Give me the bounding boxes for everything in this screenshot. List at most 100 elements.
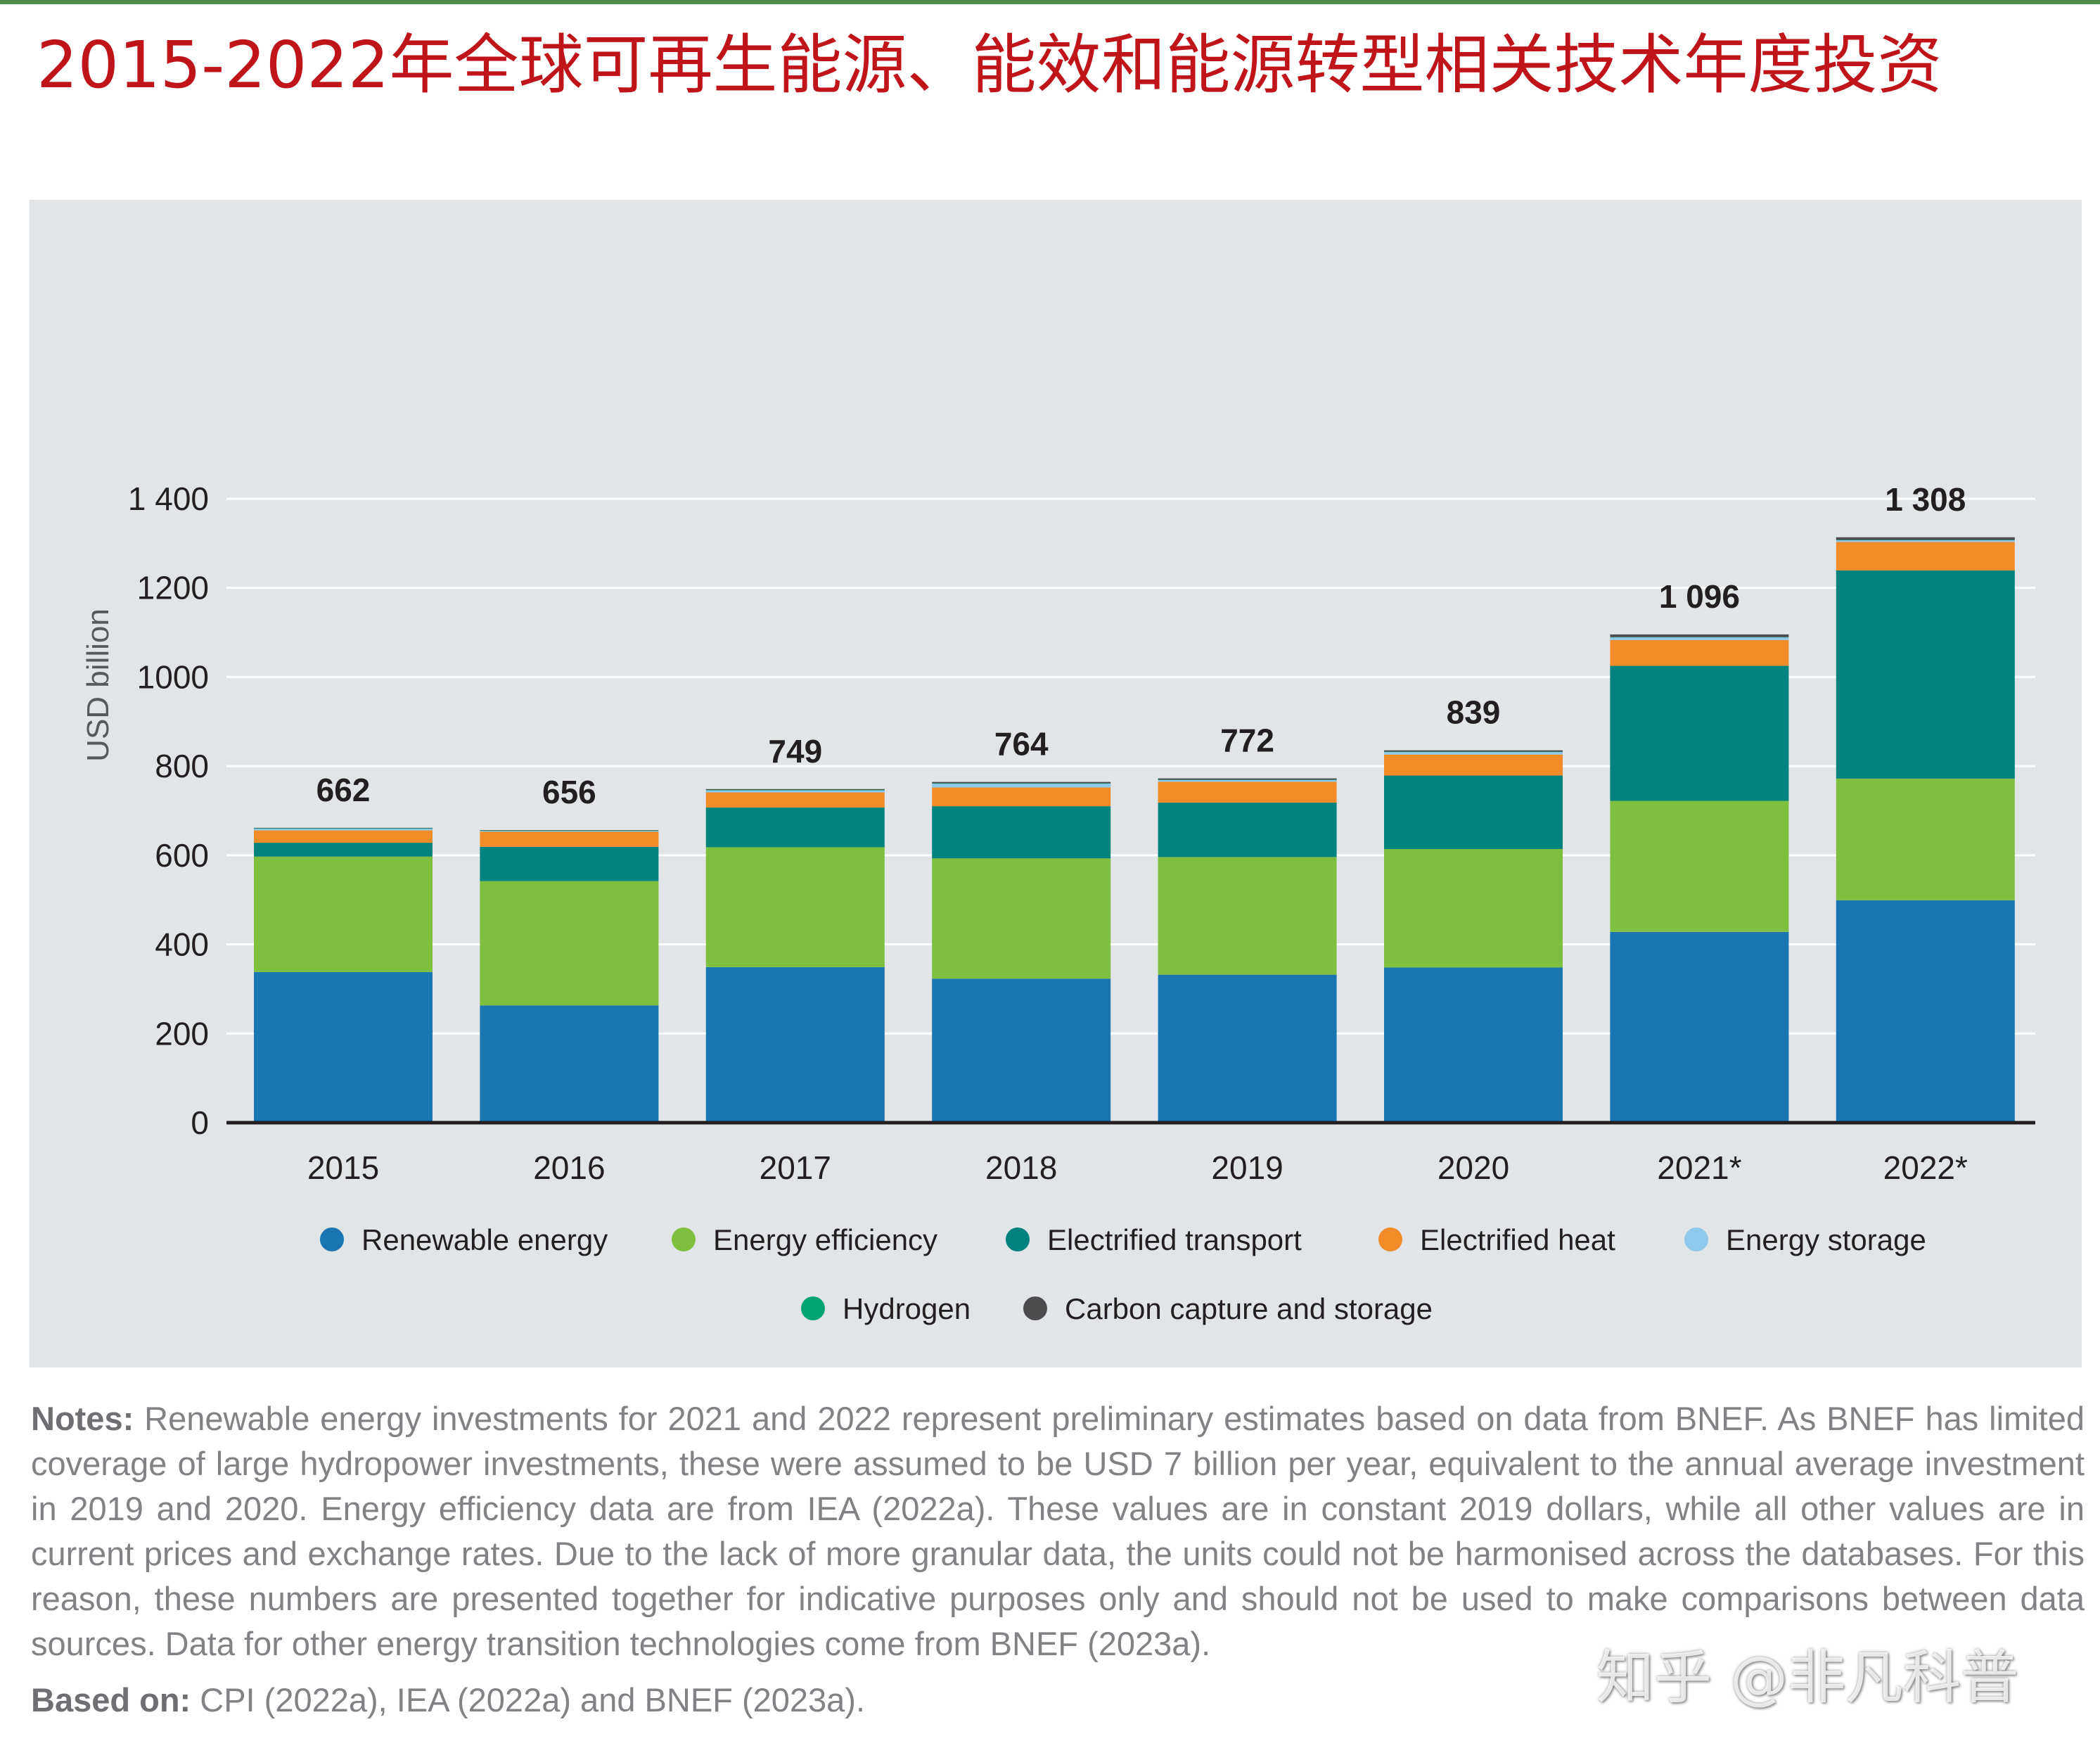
- legend-label: Hydrogen: [843, 1292, 971, 1325]
- bar-segment: [480, 881, 659, 1006]
- bar-segment: [1158, 857, 1337, 975]
- legend-label: Electrified transport: [1047, 1223, 1302, 1256]
- based-on-label: Based on:: [31, 1681, 191, 1718]
- total-label: 656: [542, 774, 596, 810]
- notes-text: Renewable energy investments for 2021 an…: [31, 1400, 2085, 1662]
- bar-segment: [705, 808, 885, 848]
- bar-segment: [1158, 778, 1337, 780]
- bar-segment: [932, 782, 1111, 784]
- bar-segment: [932, 806, 1111, 859]
- bar-segment: [1384, 848, 1563, 968]
- top-rule: [0, 0, 2100, 4]
- bar-segment: [705, 789, 885, 791]
- bar-segment: [1384, 750, 1563, 752]
- legend-label: Renewable energy: [361, 1223, 608, 1256]
- notes-label: Notes:: [31, 1400, 134, 1437]
- legend-label: Electrified heat: [1420, 1223, 1615, 1256]
- stacked-bar-chart: 0 200 400 600 800 1000 1200 1 400 USD billion 662…: [81, 480, 2035, 1325]
- y-tick-label: 1000: [137, 658, 209, 695]
- bar-segment: [1610, 931, 1789, 1123]
- legend-marker: [672, 1227, 696, 1251]
- bar-segment: [1610, 665, 1789, 801]
- bar-segment: [932, 787, 1111, 807]
- based-on: Based on: CPI (2022a), IEA (2022a) and B…: [31, 1678, 865, 1723]
- bar-segment: [1384, 967, 1563, 1123]
- bar-segment: [705, 847, 885, 967]
- bar-segment: [1836, 542, 2015, 570]
- legend-marker: [1023, 1296, 1047, 1320]
- x-tick-label: 2022*: [1883, 1149, 1968, 1186]
- bar-segment: [932, 858, 1111, 979]
- watermark: 知乎 @非凡科普: [1596, 1645, 2019, 1711]
- bar-segment: [480, 831, 659, 847]
- bar-segment: [1384, 754, 1563, 776]
- total-label: 839: [1447, 694, 1501, 731]
- bar-segment: [1610, 637, 1789, 640]
- bar-segment: [1158, 779, 1337, 782]
- total-label: 1 096: [1659, 578, 1740, 615]
- bar-segment: [705, 967, 885, 1123]
- total-label: 1 308: [1885, 481, 1966, 518]
- x-tick-label: 2015: [307, 1149, 379, 1186]
- bar-segment: [1610, 634, 1789, 637]
- total-label: 749: [768, 733, 822, 770]
- total-label: 772: [1220, 722, 1274, 759]
- legend-marker: [320, 1227, 344, 1251]
- bar-segment: [1384, 751, 1563, 753]
- y-tick-label: 400: [155, 926, 209, 963]
- legend-marker: [801, 1296, 825, 1320]
- bar-segment: [705, 790, 885, 793]
- bar-segment: [480, 846, 659, 881]
- y-tick-label: 1 400: [128, 480, 209, 517]
- bar-segment: [1610, 639, 1789, 666]
- legend-label: Energy storage: [1726, 1223, 1926, 1256]
- total-label: 662: [316, 772, 371, 808]
- bar-segment: [1158, 782, 1337, 803]
- y-tick-label: 1200: [137, 570, 209, 606]
- y-tick-label: 200: [155, 1015, 209, 1052]
- bar-segment: [1836, 570, 2015, 779]
- bar-segment: [705, 790, 885, 791]
- bar-segment: [1158, 803, 1337, 857]
- bar-segment: [1836, 900, 2015, 1123]
- legend-label: Energy efficiency: [713, 1223, 937, 1256]
- bar-segment: [1384, 775, 1563, 849]
- bar-segment: [254, 828, 433, 831]
- y-tick-label: 600: [155, 837, 209, 874]
- notes: Notes: Renewable energy investments for …: [31, 1396, 2085, 1666]
- y-tick-label: 800: [155, 748, 209, 784]
- x-tick-label: 2021*: [1657, 1149, 1741, 1186]
- y-tick-label: 0: [191, 1104, 209, 1141]
- bar-segment: [1158, 779, 1337, 780]
- legend-marker: [1684, 1227, 1708, 1251]
- bar-segment: [254, 843, 433, 857]
- x-tick-label: 2016: [533, 1149, 605, 1186]
- total-label: 764: [994, 726, 1049, 763]
- chart-panel: 0 200 400 600 800 1000 1200 1 400 USD billion 662…: [30, 200, 2082, 1367]
- bar-segment: [932, 978, 1111, 1123]
- bar-segment: [1610, 637, 1789, 638]
- bar-segment: [1836, 537, 2015, 540]
- page-title: 2015-2022年全球可再生能源、能效和能源转型相关技术年度投资: [37, 27, 1942, 103]
- bar-segment: [932, 783, 1111, 788]
- bar-segment: [254, 830, 433, 843]
- x-tick-label: 2018: [985, 1149, 1057, 1186]
- bar-segment: [1158, 974, 1337, 1123]
- bar-segment: [254, 856, 433, 972]
- bar-segment: [1836, 540, 2015, 542]
- bar-segment: [480, 1005, 659, 1123]
- based-on-text: CPI (2022a), IEA (2022a) and BNEF (2023a…: [191, 1681, 865, 1718]
- bar-segment: [705, 792, 885, 808]
- y-axis-label: USD billion: [81, 608, 115, 762]
- x-tick-label: 2019: [1211, 1149, 1283, 1186]
- bar-segment: [1836, 540, 2015, 541]
- legend-marker: [1378, 1227, 1402, 1251]
- x-tick-label: 2017: [760, 1149, 831, 1186]
- bar-segment: [1836, 778, 2015, 900]
- bar-segment: [1384, 751, 1563, 755]
- legend-label: Carbon capture and storage: [1065, 1292, 1433, 1325]
- bar-segment: [480, 830, 659, 831]
- bar-segment: [254, 971, 433, 1123]
- bar-segment: [1610, 801, 1789, 932]
- bar-segment: [254, 827, 433, 829]
